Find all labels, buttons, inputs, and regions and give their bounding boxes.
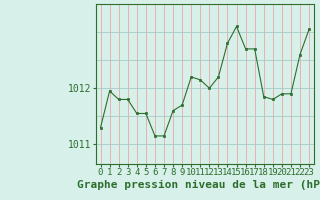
X-axis label: Graphe pression niveau de la mer (hPa): Graphe pression niveau de la mer (hPa) bbox=[76, 180, 320, 190]
